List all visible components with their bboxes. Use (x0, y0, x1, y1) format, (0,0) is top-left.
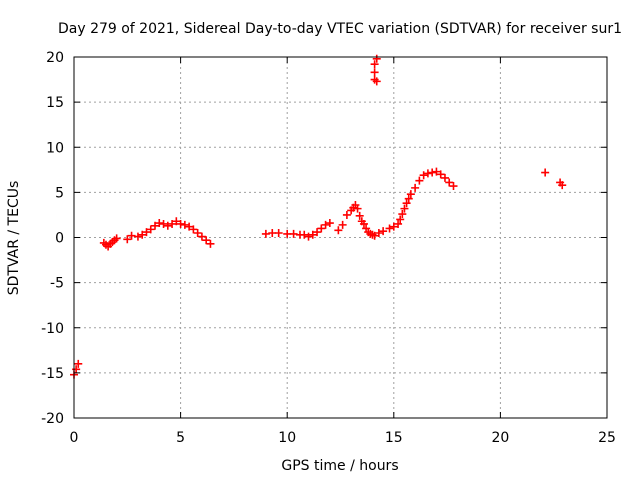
data-point (74, 359, 83, 368)
data-point (197, 232, 206, 241)
data-point (180, 220, 189, 229)
data-point (419, 171, 428, 180)
data-point (359, 219, 368, 228)
data-point (317, 224, 326, 233)
data-point (274, 228, 283, 237)
data-point (176, 219, 185, 228)
x-tick-label: 10 (278, 430, 296, 446)
x-axis-title: GPS time / hours (281, 458, 398, 474)
data-point (436, 170, 445, 179)
data-point (338, 220, 347, 229)
axis-ticks: 0 5 10 15 20 25 -20 -15 -10 -5 0 5 10 15 20 (41, 50, 616, 446)
x-tick-label: 25 (598, 430, 616, 446)
data-point (72, 365, 81, 374)
data-point (325, 219, 334, 228)
data-point (185, 222, 194, 231)
data-point (193, 228, 202, 237)
data-points (70, 54, 567, 379)
data-point (389, 222, 398, 231)
data-point (558, 181, 567, 190)
y-tick-label: 20 (46, 50, 64, 66)
data-point (308, 230, 317, 239)
data-point (133, 232, 142, 241)
data-point (423, 169, 432, 178)
data-point (402, 199, 411, 208)
data-point (432, 167, 441, 176)
data-point (202, 236, 211, 245)
y-tick-label: -10 (41, 321, 64, 337)
data-point (440, 173, 449, 182)
data-point (289, 229, 298, 238)
grid (74, 57, 607, 418)
data-point (155, 219, 164, 228)
data-point (370, 68, 379, 77)
data-point (261, 229, 270, 238)
data-point (415, 176, 424, 185)
data-point (189, 225, 198, 234)
data-point (127, 231, 136, 240)
data-point (394, 219, 403, 228)
x-tick-label: 20 (491, 430, 509, 446)
data-point (370, 231, 379, 240)
y-tick-label: -5 (50, 276, 64, 292)
data-point (370, 60, 379, 69)
y-tick-label: 0 (55, 231, 64, 247)
data-point (353, 204, 362, 213)
data-point (123, 235, 132, 244)
data-point (398, 210, 407, 219)
data-point (406, 190, 415, 199)
data-point (372, 77, 381, 86)
data-point (541, 168, 550, 177)
data-point (138, 230, 147, 239)
x-tick-label: 15 (385, 430, 403, 446)
data-point (411, 183, 420, 192)
data-point (449, 182, 458, 191)
y-tick-label: 15 (46, 95, 64, 111)
y-tick-label: 10 (46, 140, 64, 156)
data-point (159, 219, 168, 228)
data-point (334, 226, 343, 235)
data-point (206, 239, 215, 248)
y-tick-label: -15 (41, 366, 64, 382)
data-point (112, 234, 121, 243)
data-point (163, 221, 172, 230)
data-point (374, 228, 383, 237)
data-point (151, 221, 160, 230)
x-tick-label: 0 (70, 430, 79, 446)
data-point (428, 168, 437, 177)
x-tick-label: 5 (176, 430, 185, 446)
data-point (304, 232, 313, 241)
y-tick-label: 5 (55, 185, 64, 201)
data-point (300, 230, 309, 239)
data-point (372, 54, 381, 63)
y-axis-title: SDTVAR / TECUs (6, 181, 22, 296)
data-point (146, 225, 155, 234)
y-tick-label: -20 (41, 411, 64, 427)
data-point (355, 211, 364, 220)
data-point (342, 210, 351, 219)
data-point (168, 219, 177, 228)
data-point (142, 228, 151, 237)
data-point (313, 228, 322, 237)
data-point (396, 215, 405, 224)
data-point (404, 194, 413, 203)
data-point (445, 178, 454, 187)
data-point (379, 227, 388, 236)
data-point (172, 217, 181, 226)
data-point (385, 224, 394, 233)
data-point (321, 220, 330, 229)
data-point (400, 204, 409, 213)
chart-title: Day 279 of 2021, Sidereal Day-to-day VTE… (58, 21, 622, 37)
